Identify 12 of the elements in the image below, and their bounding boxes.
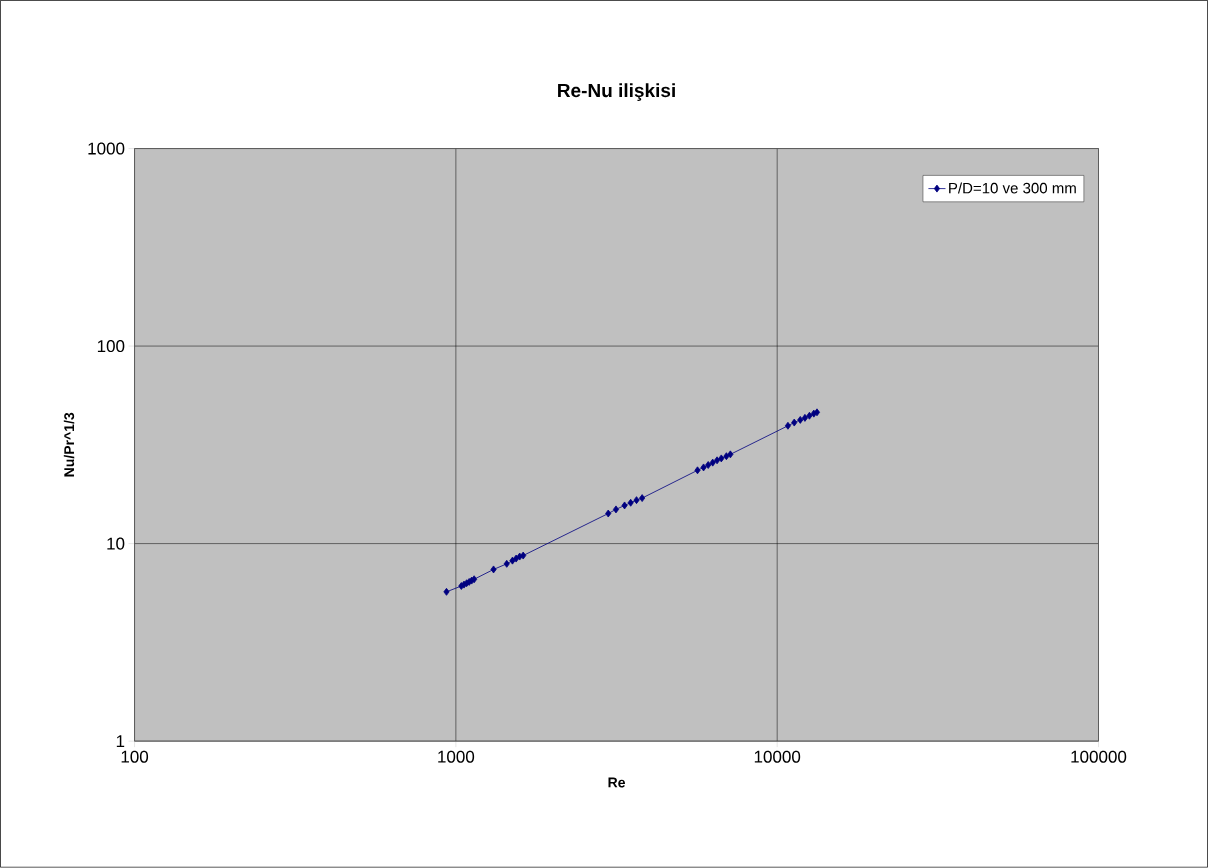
y-axis-title: Nu/Pr^1/3 bbox=[63, 413, 75, 477]
y-tick-label: 1 bbox=[116, 735, 125, 748]
y-tick-label: 10 bbox=[107, 537, 125, 550]
y-tick-label: 1000 bbox=[88, 142, 125, 155]
chart-title: Re-Nu ilişkisi bbox=[558, 83, 675, 102]
legend-label: P/D=10 ve 300 mm bbox=[949, 182, 1076, 194]
x-axis-title: Re bbox=[608, 777, 625, 788]
x-tick-label: 10000 bbox=[754, 750, 801, 763]
x-tick-label: 100000 bbox=[1071, 750, 1127, 763]
x-tick-label: 1000 bbox=[438, 750, 475, 763]
x-tick-label: 100 bbox=[121, 750, 149, 763]
y-tick-label: 100 bbox=[97, 340, 125, 353]
